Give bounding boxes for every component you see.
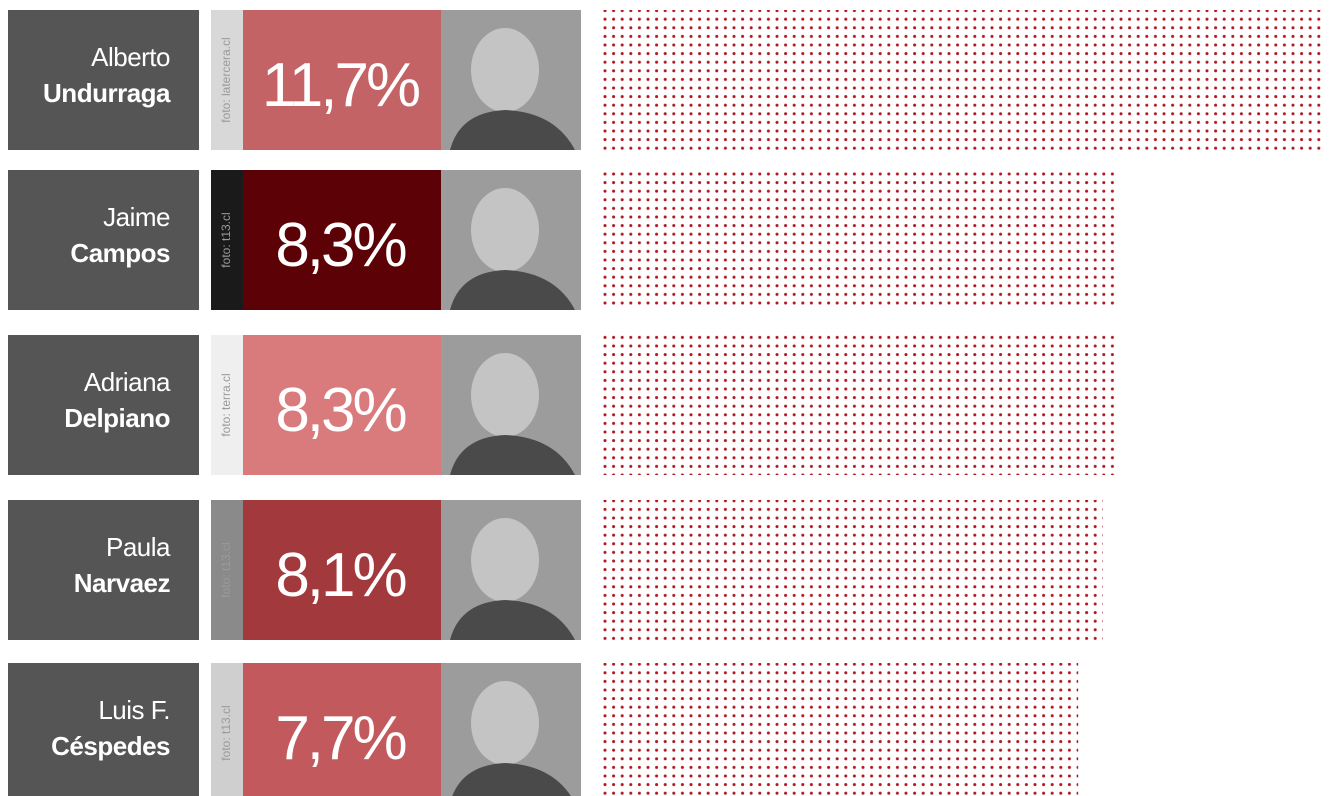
bar xyxy=(603,335,1116,475)
name-box xyxy=(8,500,199,640)
portrait-head xyxy=(471,518,539,602)
value-label: 8,3% xyxy=(275,211,405,280)
percent-box xyxy=(243,500,441,640)
bar xyxy=(603,10,1325,150)
portrait-head xyxy=(471,681,539,765)
first-name: Adriana xyxy=(84,367,171,397)
portrait-body xyxy=(450,435,575,475)
value-label: 7,7% xyxy=(275,704,405,773)
portrait-head xyxy=(471,28,539,112)
value-label: 8,1% xyxy=(275,541,405,610)
photo-credit: foto: terra.cl xyxy=(219,373,233,436)
photo-credit: foto: t13.cl xyxy=(219,212,233,267)
percent-box xyxy=(243,663,441,796)
first-name: Alberto xyxy=(91,42,170,72)
name-box xyxy=(8,663,199,796)
value-label: 8,3% xyxy=(275,376,405,445)
portrait-body xyxy=(450,270,575,310)
photo-credit: foto: t13.cl xyxy=(219,705,233,760)
first-name: Jaime xyxy=(103,202,170,232)
last-name: Céspedes xyxy=(51,731,170,761)
percent-box xyxy=(243,335,441,475)
portrait-body xyxy=(450,110,575,150)
portrait-head xyxy=(471,353,539,437)
last-name: Narvaez xyxy=(74,568,171,598)
photo-credit: foto: latercera.cl xyxy=(219,37,233,122)
value-label: 11,7% xyxy=(262,51,419,120)
photo-credit: foto: t13.cl xyxy=(219,542,233,597)
bar xyxy=(603,500,1103,640)
last-name: Delpiano xyxy=(64,403,170,433)
portrait-body xyxy=(452,763,571,796)
percent-box xyxy=(243,170,441,310)
last-name: Undurraga xyxy=(43,78,171,108)
name-box xyxy=(8,170,199,310)
bar xyxy=(603,663,1079,796)
name-box xyxy=(8,335,199,475)
percent-box xyxy=(243,10,441,150)
bar xyxy=(603,170,1116,310)
portrait-body xyxy=(450,600,575,640)
portrait-head xyxy=(471,188,539,272)
name-box xyxy=(8,10,199,150)
first-name: Paula xyxy=(106,532,171,562)
first-name: Luis F. xyxy=(98,695,170,725)
last-name: Campos xyxy=(70,238,170,268)
